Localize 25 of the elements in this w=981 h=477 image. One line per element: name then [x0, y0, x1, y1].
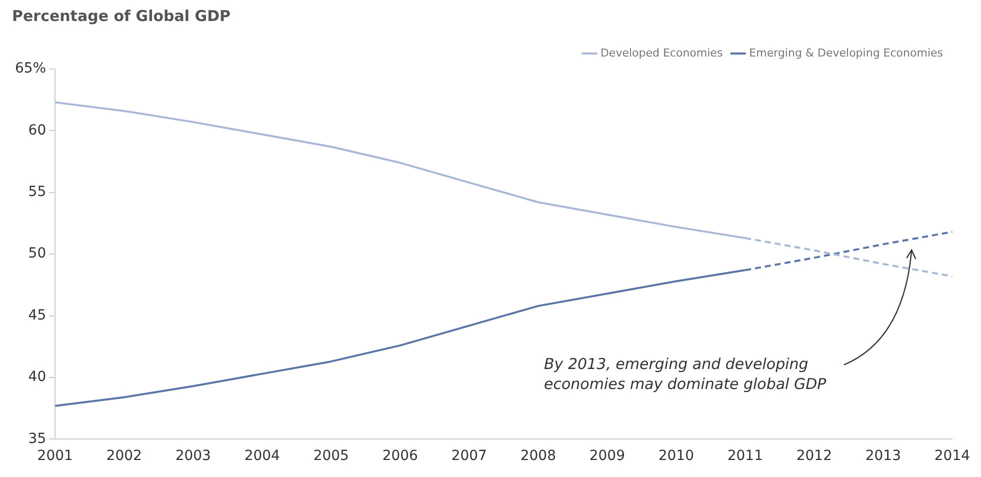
x-tick-label: 2001 [37, 448, 73, 464]
y-tick-label: 40 [28, 369, 46, 386]
chart-title: Percentage of Global GDP [12, 6, 231, 25]
y-tick-label: 55 [28, 184, 46, 200]
x-tick-label: 2010 [658, 448, 694, 464]
annotation: By 2013, emerging and developing economies may dominate global GDP [544, 355, 828, 394]
x-tick-label: 2012 [796, 448, 832, 464]
legend-label: Emerging & Developing Economies [749, 46, 944, 60]
x-tick-label: 2004 [244, 448, 280, 464]
y-tick-label: 60 [28, 122, 46, 138]
y-tick-label: 65% [14, 60, 46, 77]
y-tick-label: 50 [28, 246, 46, 262]
x-tick-label: 2006 [382, 448, 418, 464]
x-tick-label: 2008 [520, 448, 556, 464]
x-tick-label: 2011 [727, 448, 763, 464]
x-tick-label: 2009 [589, 448, 625, 464]
legend-label: Developed Economies [600, 46, 723, 60]
x-tick-label: 2013 [865, 448, 901, 464]
y-tick-label: 35 [28, 430, 46, 447]
x-tick-label: 2005 [313, 448, 349, 464]
x-tick-label: 2003 [175, 448, 211, 464]
x-tick-label: 2002 [106, 448, 142, 464]
x-tick-label: 2007 [451, 448, 487, 464]
x-tick-label: 2014 [934, 448, 970, 464]
y-tick-label: 45 [28, 307, 46, 324]
